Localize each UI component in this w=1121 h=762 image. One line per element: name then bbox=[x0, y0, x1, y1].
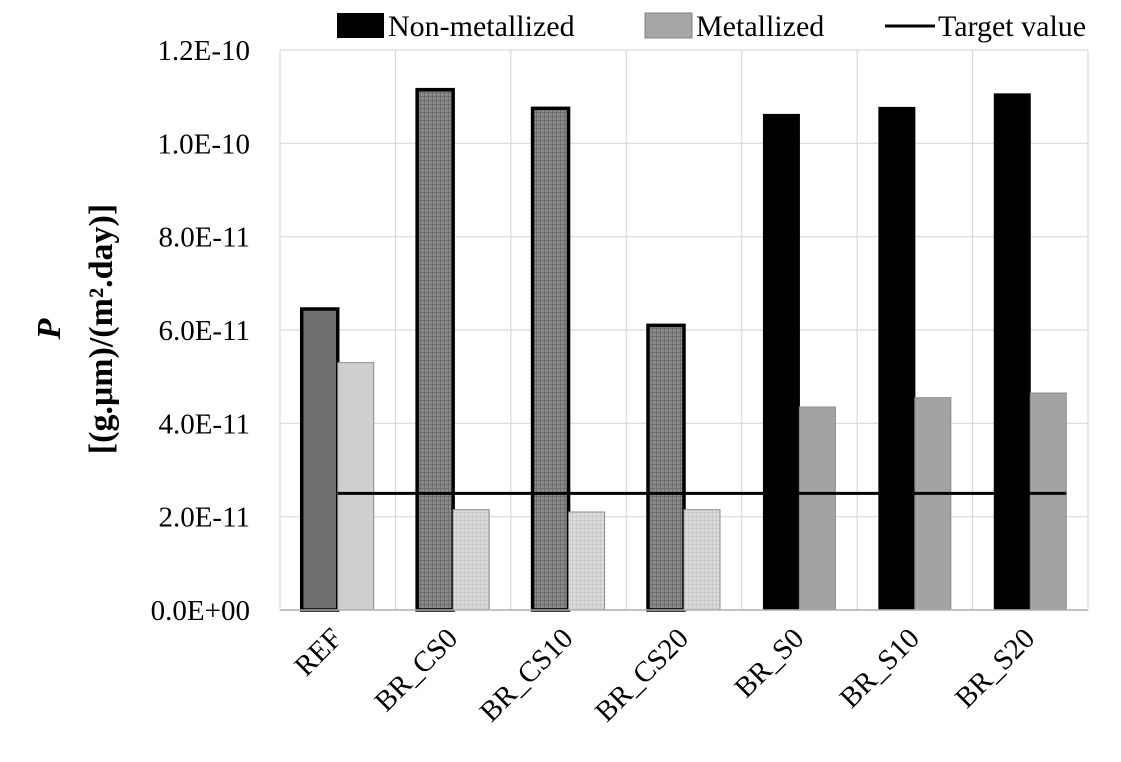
x-tick-label-BR_CS20: BR_CS20 bbox=[589, 622, 695, 728]
x-tick-label-REF: REF bbox=[288, 622, 348, 682]
y-axis-title: P [(g.μm)/(m².day)] bbox=[31, 204, 120, 454]
y-tick-label-6: 1.2E-10 bbox=[157, 35, 250, 67]
bar-metallized-BR_S20 bbox=[1029, 392, 1067, 611]
y-axis-ticks: 0.0E+00 2.0E-11 4.0E-11 6.0E-11 8.0E-11 1.0E-… bbox=[151, 35, 250, 627]
bar-metallized-BR_CS10 bbox=[568, 511, 606, 611]
bar-non-metallized-BR_CS20 bbox=[646, 323, 686, 612]
y-axis-label: P bbox=[31, 318, 68, 340]
bar-metallized-BR_S0 bbox=[798, 406, 836, 611]
legend: Non-metallized Metallized Target value bbox=[337, 10, 1086, 43]
bar-non-metallized-BR_CS0 bbox=[415, 87, 455, 612]
bar-non-metallized-BR_S20 bbox=[993, 93, 1031, 611]
bar-non-metallized-BR_S10 bbox=[878, 106, 916, 611]
grid-lines bbox=[279, 49, 1089, 611]
x-axis-ticks: REF BR_CS0 BR_CS10 BR_CS20 BR_S0 BR_S10 BR_S20 bbox=[288, 622, 1041, 728]
legend-label-target-value: Target value bbox=[938, 10, 1086, 43]
y-tick-label-0: 0.0E+00 bbox=[151, 595, 250, 627]
bar-non-metallized-BR_S0 bbox=[762, 113, 800, 611]
legend-swatch-metallized bbox=[644, 12, 693, 39]
bar-metallized-BR_S10 bbox=[914, 397, 952, 611]
y-tick-label-5: 1.0E-10 bbox=[157, 128, 250, 160]
y-tick-label-2: 4.0E-11 bbox=[158, 408, 250, 440]
bars bbox=[299, 87, 1067, 612]
x-tick-label-BR_S10: BR_S10 bbox=[834, 622, 926, 714]
legend-label-non-metallized: Non-metallized bbox=[388, 10, 575, 43]
bar-non-metallized-BR_CS10 bbox=[530, 106, 571, 612]
y-tick-label-3: 6.0E-11 bbox=[158, 315, 250, 347]
legend-swatch-non-metallized bbox=[337, 13, 384, 38]
bar-non-metallized-REF bbox=[299, 307, 340, 612]
x-tick-label-BR_S20: BR_S20 bbox=[949, 622, 1041, 714]
y-axis-unit-label: [(g.μm)/(m².day)] bbox=[83, 204, 120, 454]
y-tick-label-4: 8.0E-11 bbox=[158, 222, 250, 254]
legend-label-metallized: Metallized bbox=[696, 10, 824, 43]
y-tick-label-1: 2.0E-11 bbox=[158, 502, 250, 534]
bar-metallized-BR_CS0 bbox=[452, 509, 490, 611]
bar-metallized-BR_CS20 bbox=[683, 509, 721, 611]
x-tick-label-BR_CS0: BR_CS0 bbox=[369, 622, 465, 718]
bar-metallized-REF bbox=[337, 362, 375, 611]
x-tick-label-BR_CS10: BR_CS10 bbox=[474, 622, 580, 728]
x-tick-label-BR_S0: BR_S0 bbox=[728, 622, 810, 704]
